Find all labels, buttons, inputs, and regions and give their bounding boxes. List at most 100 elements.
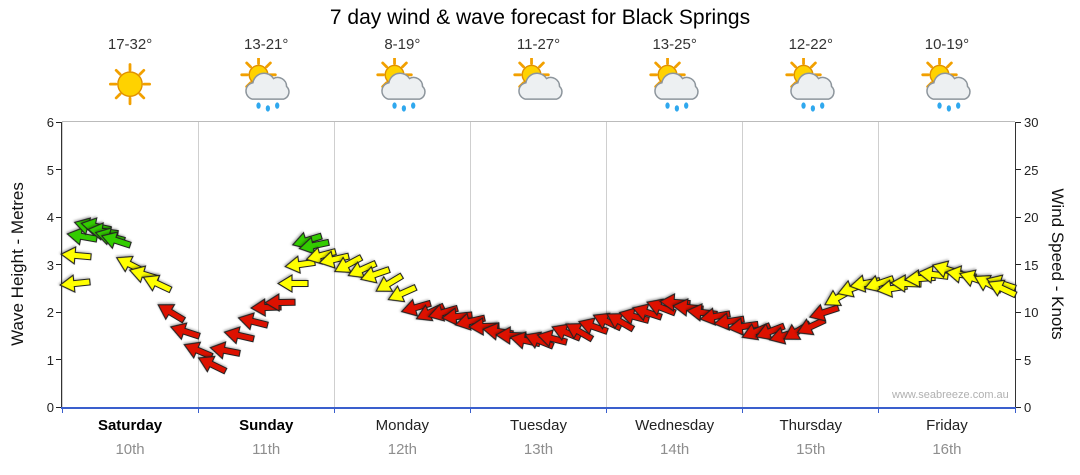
day-temp: 13-25° [652,36,697,53]
day-date: 10th [115,441,145,458]
left-axis-tick [56,216,61,218]
wind-arrow [629,298,665,326]
wind-arrow [343,254,380,284]
wind-arrow [861,269,897,297]
bottom-axis-tick [1014,409,1016,413]
left-axis-line [61,122,62,407]
day-temp: 13-21° [244,36,289,53]
day-date: 12th [387,441,417,458]
day-temp: 17-32° [107,36,153,53]
right-axis-line [1015,122,1016,407]
day-gridline [61,122,63,407]
wind-arrow [58,272,92,294]
wind-arrow [398,294,434,321]
right-tick-label: 25 [1024,162,1039,178]
wind-arrow [357,260,393,288]
left-axis-tick [56,121,61,123]
weather-showers-icon [781,56,841,114]
wind-arrow [726,315,760,338]
wind-arrow [263,293,296,313]
day-temp: 10-19° [924,36,970,53]
right-axis-tick [1016,264,1021,265]
day-label: Monday [375,417,430,434]
left-tick-label: 4 [46,210,54,225]
day-gridline [742,122,744,407]
bottom-axis-tick [61,409,63,413]
right-tick-label: 15 [1024,257,1039,273]
day-date: 14th [660,441,690,458]
wind-arrow [208,338,243,363]
day-gridline [469,122,471,407]
wind-arrow [221,323,256,349]
day-temp: 8-19° [384,36,421,53]
wind-arrow [384,278,421,308]
page-title: 7 day wind & wave forecast for Black Spr… [329,6,751,29]
day-label: Wednesday [635,417,715,434]
wind-arrow [712,310,747,334]
plot-top-border [62,121,1015,122]
day-temp: 11-27° [516,36,561,53]
day-date: 16th [932,441,962,458]
bottom-axis-line [61,407,1016,409]
wind-arrow [520,326,557,356]
day-date: 11th [252,441,281,458]
day-gridline [878,122,880,407]
day-date: 15th [796,441,826,458]
day-gridline [197,122,199,407]
weather-showers-icon [645,56,705,114]
right-axis-tick [1016,359,1021,360]
right-axis-tick [1016,169,1021,170]
wind-arrow [752,316,789,345]
bottom-axis-tick [742,409,744,413]
right-axis-tick [1016,216,1021,218]
left-axis-tick [56,264,61,265]
right-tick-label: 20 [1024,210,1039,225]
left-tick-label: 1 [46,352,54,368]
wind-arrow [296,233,331,258]
weather-showers-icon [917,56,977,114]
day-gridline [606,122,608,407]
weather-partly-icon [509,56,569,114]
wind-arrow [139,268,176,299]
bottom-axis-tick [606,409,608,413]
wind-arrow [575,312,611,340]
day-label: Friday [926,417,968,434]
wind-arrow [534,326,570,352]
bottom-axis-tick [333,409,335,413]
wind-arrow [983,273,1020,304]
wind-arrow [602,305,639,337]
wind-arrow [152,296,189,329]
weather-sunny-icon [100,58,160,114]
right-tick-label: 0 [1024,400,1032,415]
left-tick-label: 5 [46,162,54,178]
weather-showers-icon [372,56,432,114]
wind-arrow [166,317,202,345]
wind-arrow [440,306,474,328]
left-tick-label: 6 [46,115,54,130]
left-axis-tick [56,406,61,408]
right-tick-label: 5 [1024,352,1032,368]
left-axis-tick [56,169,61,170]
day-label: Saturday [97,417,163,434]
right-axis-tick [1016,121,1021,123]
wind-arrow [317,247,352,273]
wind-arrow [277,274,309,293]
wind-arrow [685,301,719,324]
wind-arrow [193,349,230,380]
bottom-axis-tick [469,409,471,413]
wind-arrow [467,316,501,336]
wind-arrow [329,249,366,281]
day-label: Sunday [239,417,294,434]
left-axis-tick [56,359,61,360]
wind-arrow [59,244,93,266]
day-label: Tuesday [510,417,567,434]
right-tick-label: 10 [1024,305,1039,320]
right-axis-tick [1016,311,1021,313]
wind-arrow [698,305,733,329]
wind-arrow [235,308,271,334]
day-date: 13th [523,441,554,458]
wind-arrow [616,303,652,330]
wind-arrow [370,267,407,300]
left-tick-label: 3 [46,257,54,273]
